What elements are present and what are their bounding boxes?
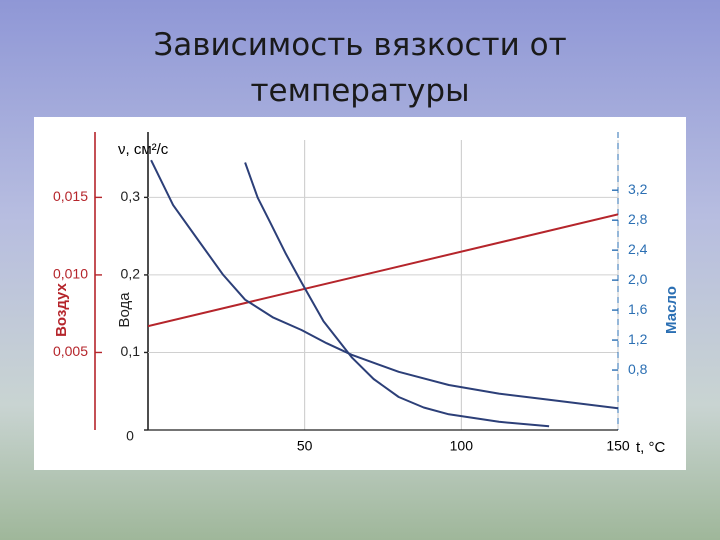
y-tick-label: 2,8 [628,211,648,227]
y-tick-label: 0 [126,428,134,444]
y-tick-label: 0,015 [53,188,88,204]
series-line [150,159,618,410]
axis-title: Воздух [53,282,70,336]
y-tick-label: 0,1 [121,343,141,359]
x-tick-label: 100 [450,438,474,454]
y-tick-label: 0,8 [628,361,648,377]
x-tick-label: 150 [606,438,630,454]
y-tick-label: 0,2 [121,266,141,282]
plot-area [148,159,618,428]
series-line [244,162,550,428]
x-tick-label: 50 [297,438,313,454]
chart-background [34,117,686,470]
y-tick-label: 0,010 [53,266,88,282]
axis-title: Вода [116,292,133,328]
y-tick-label: 1,6 [628,301,648,317]
series-line [148,213,618,328]
y-tick-label: 0,005 [53,343,88,359]
y-tick-label: 3,2 [628,181,648,197]
y-tick-label: 2,4 [628,241,648,257]
slide-title: Зависимость вязкости от температуры [153,27,567,109]
y-tick-label: 1,2 [628,331,648,347]
x-axis-title: t, °C [636,439,666,456]
y-axis-title: ν, см²/с [118,141,169,158]
y-tick-label: 0,3 [121,188,141,204]
y-tick-label: 2,0 [628,271,648,287]
axis-title: Масло [663,286,680,334]
